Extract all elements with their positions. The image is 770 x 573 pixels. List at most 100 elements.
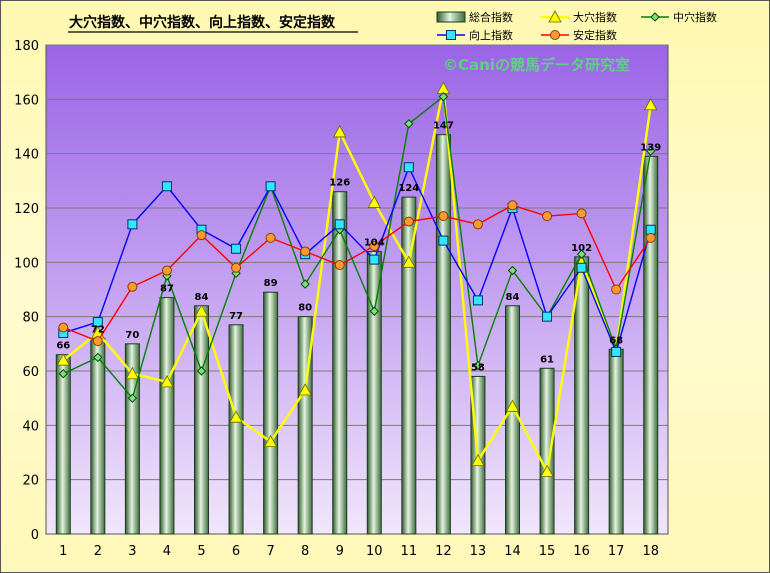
point-square-4: [161, 181, 172, 192]
point-circle-5: [196, 230, 207, 241]
bar-value-label: 126: [329, 178, 350, 189]
x-tick-label: 8: [301, 544, 309, 559]
watermark: ©Caniの競馬データ研究室: [443, 56, 630, 74]
bar-value-label: 72: [91, 324, 105, 335]
bar-value-label: 58: [471, 362, 485, 373]
bar-value-label: 68: [609, 335, 623, 346]
point-triangle-4: [160, 375, 174, 388]
x-tick-label: 10: [366, 544, 383, 559]
y-tick-label: 0: [31, 528, 39, 543]
y-tick-label: 120: [14, 202, 39, 217]
bar-value-label: 66: [56, 341, 70, 352]
point-square-6: [231, 243, 242, 254]
point-triangle-3: [125, 366, 140, 380]
point-circle-14: [507, 200, 518, 211]
x-tick-label: 15: [539, 544, 556, 559]
point-diamond-12: [438, 91, 449, 102]
point-circle-4: [161, 265, 172, 276]
bar-value-label: 84: [195, 292, 209, 303]
x-tick-label: 2: [94, 544, 102, 559]
point-circle-7: [265, 232, 276, 243]
point-circle-1: [58, 322, 69, 333]
bar-value-label: 80: [298, 303, 312, 314]
point-square-11: [403, 162, 414, 173]
x-tick-label: 14: [504, 544, 521, 559]
point-circle-13: [472, 219, 483, 230]
point-circle-9: [334, 260, 345, 271]
point-diamond-13: [473, 360, 483, 371]
point-square-2: [92, 317, 103, 328]
x-tick-label: 11: [401, 544, 418, 559]
legend-marker: [650, 12, 660, 22]
bar-9: [332, 191, 348, 535]
point-diamond-2: [93, 352, 103, 363]
bar-2: [90, 337, 106, 535]
point-circle-11: [403, 216, 414, 227]
point-square-3: [127, 219, 138, 230]
y-tick-label: 180: [14, 39, 39, 54]
legend-label: 中穴指数: [673, 10, 717, 24]
bar-4: [159, 297, 175, 535]
legend-label: 安定指数: [573, 28, 617, 42]
bar-value-label: 124: [398, 183, 419, 194]
bar-value-label: 89: [264, 278, 278, 289]
point-circle-18: [645, 232, 656, 243]
point-circle-8: [300, 246, 311, 257]
point-diamond-14: [507, 265, 518, 276]
bar-18: [643, 155, 659, 535]
point-triangle-15: [540, 464, 554, 477]
point-square-10: [369, 254, 380, 265]
bar-14: [505, 305, 520, 535]
bar-value-label: 84: [506, 292, 520, 303]
legend-label: 向上指数: [469, 28, 513, 42]
y-tick-label: 160: [14, 93, 39, 108]
point-triangle-10: [367, 195, 381, 208]
point-circle-12: [438, 211, 449, 222]
bar-15: [539, 367, 555, 535]
bar-11: [401, 196, 417, 535]
series-line-diamond: [62, 95, 652, 400]
point-triangle-14: [505, 399, 520, 412]
series-line-circle: [63, 204, 652, 342]
legend-marker: [550, 30, 560, 40]
x-tick-label: 18: [642, 544, 659, 559]
y-tick-label: 80: [22, 311, 39, 326]
point-circle-6: [231, 262, 242, 273]
point-square-15: [542, 311, 553, 322]
point-diamond-1: [58, 369, 68, 379]
bar-value-label: 102: [571, 243, 592, 254]
x-tick-label: 12: [435, 544, 452, 559]
bar-value-label: 139: [640, 142, 661, 153]
bar-value-label: 70: [125, 330, 139, 341]
point-square-9: [334, 219, 345, 230]
bar-3: [124, 343, 140, 535]
bar-1: [55, 354, 71, 535]
x-tick-label: 5: [197, 544, 205, 559]
y-tick-label: 20: [22, 474, 39, 489]
point-circle-3: [127, 281, 138, 292]
line-layer: [56, 81, 658, 477]
point-triangle-9: [333, 125, 347, 138]
point-diamond-3: [127, 393, 138, 403]
bar-6: [228, 324, 244, 535]
series-line-square: [63, 165, 652, 355]
bar-17: [608, 348, 624, 535]
bar-10: [366, 250, 382, 535]
legend-swatch: [436, 11, 466, 23]
point-triangle-18: [644, 97, 658, 111]
x-tick-label: 3: [128, 544, 136, 559]
bar-5: [194, 305, 209, 535]
point-diamond-5: [196, 366, 207, 376]
y-tick-label: 60: [22, 365, 39, 380]
point-triangle-11: [402, 255, 416, 268]
point-diamond-10: [369, 306, 379, 316]
plot-area: [45, 44, 669, 535]
point-circle-15: [542, 211, 553, 222]
point-circle-10: [369, 241, 380, 252]
bar-value-label: 104: [364, 237, 385, 248]
point-square-13: [472, 295, 483, 306]
